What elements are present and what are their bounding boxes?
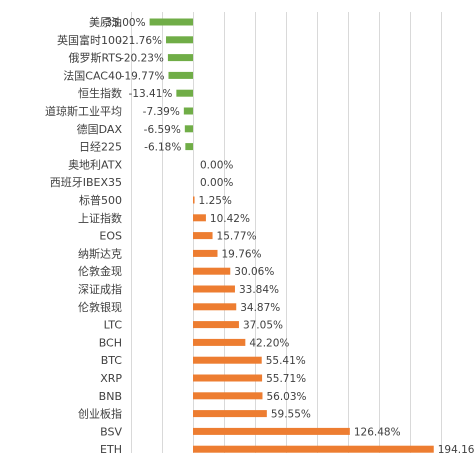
category-label: 恒生指数 xyxy=(78,86,122,100)
bar-4 xyxy=(176,89,193,97)
gridlines xyxy=(131,12,442,453)
category-label: 道琼斯工业平均 xyxy=(45,104,122,118)
value-label: 194.16% xyxy=(438,444,474,456)
bar-21 xyxy=(193,392,263,400)
category-label: EOS xyxy=(99,230,122,243)
bar-23 xyxy=(193,427,350,435)
bar-15 xyxy=(193,285,235,293)
category-label: XRP xyxy=(100,372,122,385)
bar-11 xyxy=(193,214,206,222)
bar-22 xyxy=(193,410,267,418)
value-label: 30.06% xyxy=(234,266,274,278)
value-label: -7.39% xyxy=(143,106,180,118)
value-label: 1.25% xyxy=(199,195,232,207)
category-label: 德国DAX xyxy=(77,122,123,136)
category-label: 奥地利ATX xyxy=(68,157,122,171)
value-label: 10.42% xyxy=(210,213,250,225)
value-label: 0.00% xyxy=(200,177,233,189)
bar-13 xyxy=(193,249,218,257)
value-label: -19.77% xyxy=(121,70,165,82)
bar-14 xyxy=(193,267,231,275)
bar-10 xyxy=(193,196,195,204)
category-label: BTC xyxy=(101,354,123,367)
value-label: -6.59% xyxy=(144,124,181,136)
value-label: 55.71% xyxy=(266,373,306,385)
value-label: 42.20% xyxy=(249,337,289,349)
category-label: 美原油 xyxy=(89,15,122,29)
value-label: 34.87% xyxy=(240,302,280,314)
category-label: 创业板指 xyxy=(78,407,122,421)
category-label: 西班牙IBEX35 xyxy=(50,176,122,189)
value-label: -20.23% xyxy=(120,53,164,65)
value-labels: -35.00% -21.76% -20.23% -19.77% -13.41% -7.39… xyxy=(102,17,474,456)
value-label: 19.76% xyxy=(222,248,262,260)
bar-2 xyxy=(167,54,193,62)
category-label: 标普500 xyxy=(79,193,122,207)
value-label: 37.05% xyxy=(243,320,283,332)
bar-6 xyxy=(184,125,193,133)
value-label: 33.84% xyxy=(239,284,279,296)
category-label: 俄罗斯RTS xyxy=(68,52,122,65)
value-label: 59.55% xyxy=(271,409,311,421)
category-label: 上证指数 xyxy=(78,211,122,225)
value-label: 15.77% xyxy=(217,231,257,243)
bar-7 xyxy=(185,143,193,151)
category-label: 纳斯达克 xyxy=(78,247,122,260)
category-label: 法国CAC40 xyxy=(63,68,122,82)
bar-12 xyxy=(193,232,213,240)
category-label: 日经225 xyxy=(79,141,122,154)
bar-1 xyxy=(166,36,193,44)
category-label: BSV xyxy=(100,425,122,438)
category-label: BNB xyxy=(99,390,122,403)
value-label: 126.48% xyxy=(354,426,401,438)
value-label: -21.76% xyxy=(118,35,162,47)
category-label: 深证成指 xyxy=(78,282,122,296)
bar-16 xyxy=(193,303,237,311)
category-label: 伦敦银现 xyxy=(78,300,122,314)
bar-3 xyxy=(168,71,193,79)
value-label: -35.00% xyxy=(102,17,146,29)
bar-17 xyxy=(193,321,239,329)
value-label: -6.18% xyxy=(144,142,181,154)
bar-5 xyxy=(183,107,193,115)
category-label: ETH xyxy=(100,443,122,456)
bar-18 xyxy=(193,338,246,346)
bar-19 xyxy=(193,356,262,364)
value-label: -13.41% xyxy=(129,88,173,100)
value-label: 0.00% xyxy=(200,159,233,171)
bar-0 xyxy=(149,18,193,26)
value-label: 56.03% xyxy=(266,391,306,403)
category-label: 英国富时100 xyxy=(57,33,122,47)
category-label: LTC xyxy=(104,319,123,332)
category-label: BCH xyxy=(99,336,122,349)
value-label: 55.41% xyxy=(266,355,306,367)
category-label: 伦敦金现 xyxy=(78,264,122,278)
bar-24 xyxy=(193,445,434,453)
bars xyxy=(149,18,434,453)
bar-20 xyxy=(193,374,263,382)
